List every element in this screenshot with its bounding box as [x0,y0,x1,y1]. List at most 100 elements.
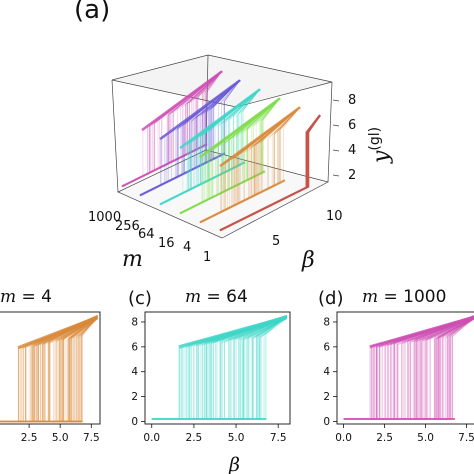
y-tick-label-c-0: 0 [131,416,138,428]
plot-d: 0.0 2.5 5.0 7.5 0 2 4 6 8 [323,311,474,444]
m-tick-label-5: 1 [203,250,211,265]
z-tick-1 [332,149,340,152]
panel-c-label: (c) [128,288,152,309]
panel-a-label: (a) [74,0,110,25]
y-tick-label-d-0: 0 [323,416,330,428]
curtain-envelope-1 [305,114,321,134]
curtain-baseline-64 [159,161,246,206]
y-tick-label-d-2: 4 [323,366,330,378]
panel-b-title-value: = 4 [16,287,52,307]
beta-axis-label: β [301,248,315,273]
curtain-baseline-1 [219,185,310,232]
panel-b-title: m = 4 [0,287,52,307]
x-tick-label-d-0: 0.0 [335,432,352,444]
beta-tick-label-0: 5 [272,234,280,249]
y-tick-label-c-1: 2 [131,391,138,403]
envelope-c [178,315,288,349]
panel-d-title-m: m [362,287,378,307]
envelope-b [17,315,99,350]
curtain-4 [199,106,301,224]
z-tick-label-0: 2 [348,168,356,183]
x-tick-label-c-3: 7.5 [270,432,287,444]
panel-c: (c) m = 64 0.0 2.5 5.0 7.5 0 2 4 6 8 β [128,287,291,474]
x-tick-label-c-0: 0.0 [143,432,160,444]
axes-frame-c [144,311,291,425]
x-tick-label-c-1: 2.5 [186,432,203,444]
y-ticks-d: 0 2 4 6 8 [323,316,337,428]
3d-axis-edge-back [205,54,209,151]
z-axis-label-main: y [369,150,394,164]
3d-floor [117,149,329,239]
z-tick-label-1: 4 [348,143,356,158]
panel-c-xlabel: β [228,454,240,474]
curtain-64 [159,88,261,206]
curves-c [151,314,288,421]
axes-frame-d [336,311,474,425]
plot-b: 2.5 5.0 7.5 [0,311,101,444]
3d-axes-box [111,54,333,239]
z-tick-labels: 2 4 6 8 [332,93,356,183]
z-tick-label-2: 6 [348,118,356,133]
z-axis-label: y(gl) [367,127,394,164]
x-ticks-d: 0.0 2.5 5.0 7.5 [335,424,474,444]
plot-c: 0.0 2.5 5.0 7.5 0 2 4 6 8 [131,311,291,444]
x-tick-label-c-2: 5.0 [228,432,245,444]
curtain-16 [179,97,281,215]
y-tick-label-c-3: 6 [131,341,138,353]
curtain-envelope-4 [219,106,301,168]
x-tick-label-b-2: 7.5 [83,432,100,444]
panel-c-title: m = 64 [185,287,248,307]
panel-c-title-m: m [185,287,201,307]
curtain-1000 [121,70,223,188]
y-tick-label-d-3: 6 [323,341,330,353]
beta-tick-labels: 5 10 [272,209,343,249]
x-tick-label-d-2: 5.0 [417,432,434,444]
curtain-256 [139,79,241,197]
curtain-baseline-4 [199,179,286,224]
m-tick-label-2: 64 [138,227,155,242]
curtain-envelope-16 [199,97,281,159]
panel-b-title-m: m [0,287,16,307]
x-ticks-b: 2.5 5.0 7.5 [21,424,100,444]
y-tick-label-c-4: 8 [131,316,138,328]
x-tick-label-d-1: 2.5 [376,432,393,444]
3d-axis-edge-left [111,79,119,193]
curves-b [0,314,99,423]
envelope-d [369,315,474,349]
curtain-envelope-256 [159,79,241,141]
x-tick-label-b-0: 2.5 [21,432,38,444]
y-tick-label-d-1: 2 [323,391,330,403]
curtains [121,70,321,232]
curtain-baseline-1000 [121,143,208,188]
m-axis-label: m [122,247,143,272]
m-tick-label-3: 16 [158,236,175,251]
x-tick-label-d-3: 7.5 [458,432,474,444]
x-tick-label-b-1: 5.0 [52,432,69,444]
panel-d: (d) m = 1000 0.0 2.5 5.0 7.5 0 2 4 6 8 [318,287,474,444]
m-tick-label-0: 1000 [88,210,121,225]
y-ticks-c: 0 2 4 6 8 [131,316,145,428]
z-tick-3 [332,99,340,102]
panel-b: m = 4 2.5 5.0 7.5 [0,287,101,444]
3d-axis-edge-right [327,81,333,183]
y-tick-label-c-2: 4 [131,366,138,378]
y-tick-label-d-4: 8 [323,316,330,328]
x-ticks-c: 0.0 2.5 5.0 7.5 [143,424,287,444]
z-tick-0 [332,174,340,177]
z-tick-2 [332,124,340,127]
panel-d-title: m = 1000 [362,287,446,307]
axes-frame-b [0,311,101,425]
panel-c-title-value: = 64 [201,287,248,307]
beta-tick-label-1: 10 [326,209,343,224]
curtain-1 [219,114,321,232]
z-axis-label-sup: (gl) [367,127,383,151]
m-tick-label-1: 256 [115,219,140,234]
curtain-baseline-256 [139,152,226,197]
curtain-envelope-64 [179,88,261,150]
curtain-envelope-1000 [141,70,223,132]
z-tick-label-3: 8 [348,93,356,108]
m-tick-label-4: 4 [183,240,191,255]
